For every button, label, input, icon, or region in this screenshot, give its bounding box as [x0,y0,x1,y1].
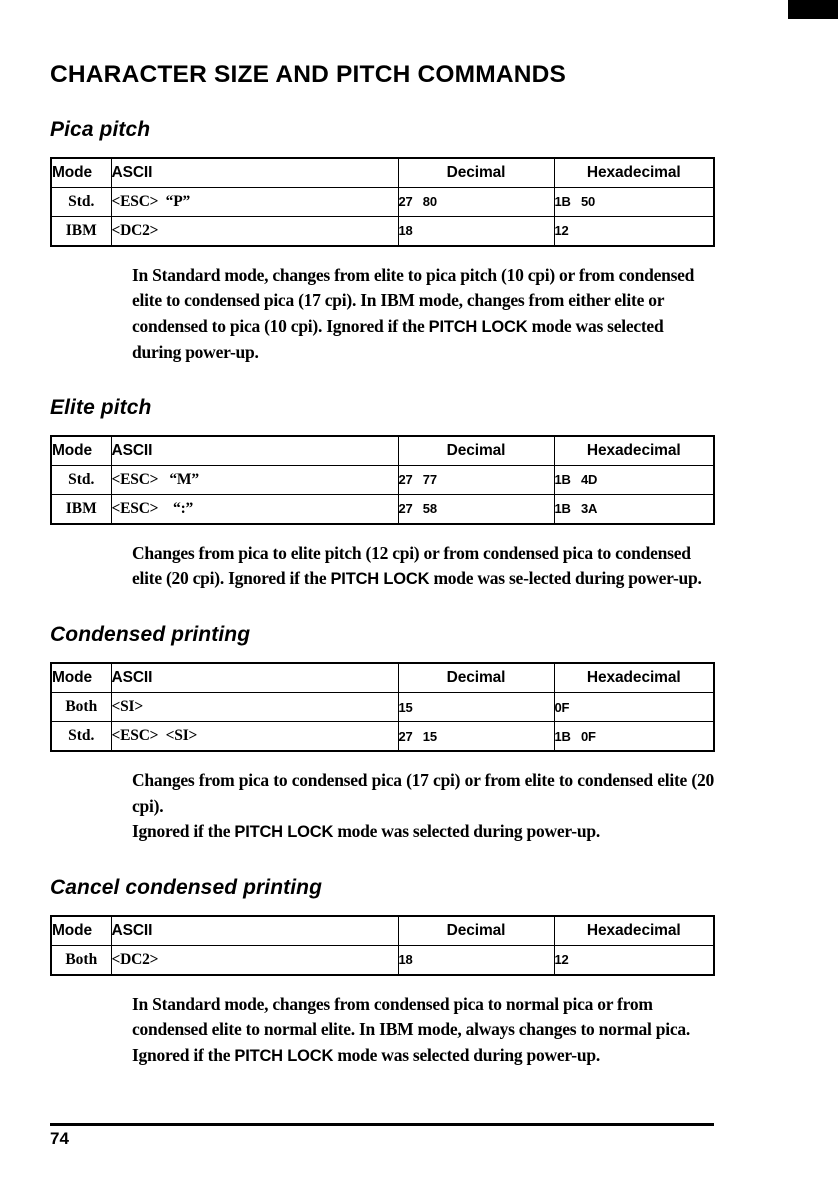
column-header-decimal: Decimal [397,435,555,466]
description-text: Ignored if the [132,821,235,841]
cell-decimal: 27 80 [397,186,555,217]
description-paragraph: Changes from pica to elite pitch (12 cpi… [132,541,714,593]
cell-ascii: <ESC> <SI> [110,721,399,752]
cell-mode: IBM [50,215,112,247]
sections-container: Pica pitch Mode ASCII Decimal Hexadecimal Std… [50,117,715,1070]
section-heading: Elite pitch [50,395,152,419]
command-section: Pica pitch Mode ASCII Decimal Hexadecimal Std… [50,117,715,366]
command-table: Mode ASCII Decimal Hexadecimal Std. <ESC> “P”… [50,156,715,247]
column-header-decimal: Decimal [397,157,555,188]
table-row: Both <DC2> 18 12 [50,944,715,976]
description-text: mode was selected during power-up. [333,1044,600,1065]
description-paragraph: Changes from pica to condensed pica (17 … [132,768,714,819]
table-row: Both <SI> 15 0F [50,692,715,722]
column-header-mode: Mode [50,435,112,466]
table-row: Std. <ESC> “M” 27 77 1B 4D [50,464,715,495]
table-header-row: Mode ASCII Decimal Hexadecimal [50,435,715,466]
table-row: Std. <ESC> “P” 27 80 1B 50 [50,186,715,217]
section-heading: Condensed printing [50,622,251,646]
column-header-mode: Mode [50,157,112,188]
cell-mode: Std. [50,186,112,217]
cell-mode: Both [50,944,112,976]
cell-hex: 1B 4D [553,464,715,495]
cell-decimal: 18 [397,944,555,976]
command-table: Mode ASCII Decimal Hexadecimal Std. <ESC> “M”… [50,434,715,525]
column-header-ascii: ASCII [110,915,399,946]
cell-decimal: 18 [397,215,555,247]
table-header-row: Mode ASCII Decimal Hexadecimal [50,662,715,693]
description-paragraph: In Standard mode, changes from elite to … [132,263,714,366]
cell-hex: 1B 3A [553,493,715,525]
cell-hex: 12 [553,944,715,976]
cell-hex: 1B 0F [553,721,715,752]
cell-hex: 12 [553,215,715,247]
cell-hex: 1B 50 [553,186,715,217]
cell-mode: Both [50,692,112,722]
section-description: In Standard mode, changes from elite to … [132,263,714,366]
description-text: mode was selected during power-up. [333,821,600,841]
column-header-mode: Mode [50,662,112,693]
section-description: Changes from pica to elite pitch (12 cpi… [132,541,714,593]
pitch-lock-term: PITCH LOCK [428,317,528,336]
description-text: Changes from pica to condensed pica (17 … [132,770,714,816]
column-header-ascii: ASCII [110,435,399,466]
command-table: Mode ASCII Decimal Hexadecimal Both <SI> 15 0F S… [50,662,715,752]
cell-decimal: 15 [397,692,555,722]
cell-mode: Std. [50,464,112,495]
cell-mode: Std. [50,721,112,752]
table-row: Std. <ESC> <SI> 27 15 1B 0F [50,721,715,752]
column-header-hexadecimal: Hexadecimal [553,157,715,188]
table-row: IBM <ESC> “:” 27 58 1B 3A [50,493,715,525]
table-header-row: Mode ASCII Decimal Hexadecimal [50,157,715,188]
column-header-hexadecimal: Hexadecimal [553,915,715,946]
column-header-decimal: Decimal [397,662,555,693]
description-paragraph: Ignored if the PITCH LOCK mode was selec… [132,819,714,846]
pitch-lock-term: PITCH LOCK [234,1046,334,1065]
cell-hex: 0F [553,692,715,722]
page-footer: 74 [50,1123,714,1149]
column-header-hexadecimal: Hexadecimal [553,435,715,466]
section-heading: Pica pitch [50,117,151,141]
page-title: CHARACTER SIZE AND PITCH COMMANDS [50,61,567,88]
section-description: In Standard mode, changes from condensed… [132,992,714,1070]
section-description: Changes from pica to condensed pica (17 … [132,768,714,846]
column-header-ascii: ASCII [110,157,399,188]
footer-divider [50,1123,714,1126]
column-header-hexadecimal: Hexadecimal [553,662,715,693]
command-section: Elite pitch Mode ASCII Decimal Hexadecimal St… [50,395,715,593]
thumb-index-mark [788,0,838,19]
page-content: CHARACTER SIZE AND PITCH COMMANDS Pica p… [50,61,715,1070]
pitch-lock-term: PITCH LOCK [234,823,334,841]
section-heading: Cancel condensed printing [50,875,323,899]
column-header-decimal: Decimal [397,915,555,946]
column-header-ascii: ASCII [110,662,399,693]
cell-ascii: <ESC> “M” [110,464,399,495]
page-number: 74 [50,1129,69,1148]
cell-mode: IBM [50,493,112,525]
cell-ascii: <ESC> “:” [110,493,399,525]
cell-decimal: 27 15 [397,721,555,752]
column-header-mode: Mode [50,915,112,946]
table-row: IBM <DC2> 18 12 [50,215,715,247]
description-paragraph: In Standard mode, changes from condensed… [132,992,714,1070]
cell-ascii: <DC2> [110,944,399,976]
description-text: In Standard mode, changes from condensed… [132,993,690,1065]
table-header-row: Mode ASCII Decimal Hexadecimal [50,915,715,946]
description-text: mode was se-lected during power-up. [429,568,702,589]
cell-ascii: <ESC> “P” [110,186,399,217]
cell-decimal: 27 58 [397,493,555,525]
cell-ascii: <DC2> [110,215,399,247]
pitch-lock-term: PITCH LOCK [330,570,430,589]
description-text: mode was selected during power-up. [132,315,664,363]
description-text: Changes from pica to elite pitch (12 cpi… [132,542,691,589]
cell-decimal: 27 77 [397,464,555,495]
command-section: Cancel condensed printing Mode ASCII Decima… [50,875,715,1070]
cell-ascii: <SI> [110,692,399,722]
command-table: Mode ASCII Decimal Hexadecimal Both <DC2> 18 12 [50,914,715,976]
command-section: Condensed printing Mode ASCII Decimal Hexade… [50,622,715,846]
description-text: In Standard mode, changes from elite to … [132,264,695,336]
